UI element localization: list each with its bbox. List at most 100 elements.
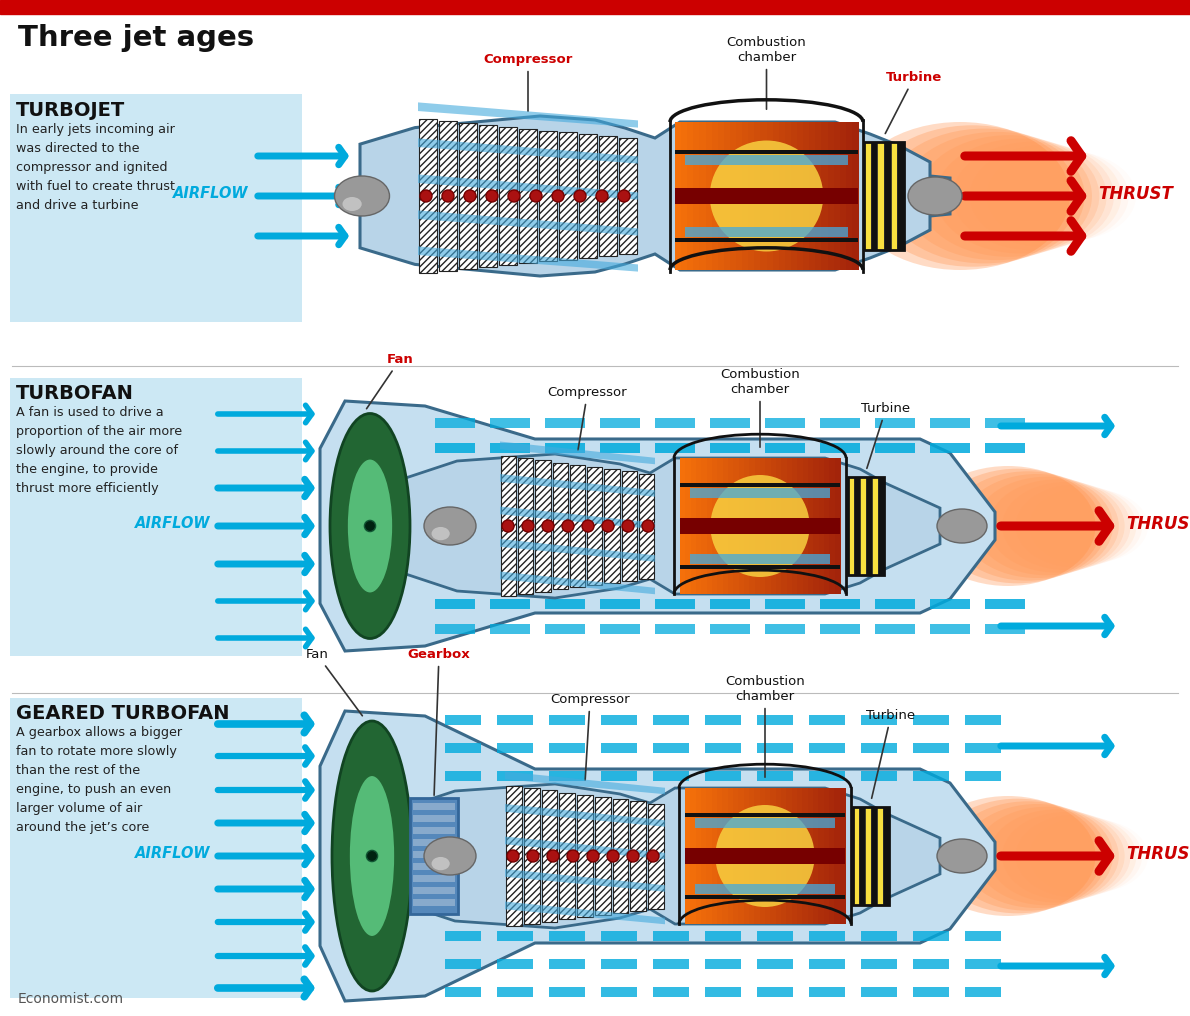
Bar (797, 458, 803, 594)
Bar (675, 122, 682, 270)
Bar (840, 788, 846, 924)
Bar (552, 462, 568, 589)
Bar (710, 418, 750, 428)
Bar (797, 788, 803, 924)
Bar (772, 122, 779, 270)
Bar (765, 418, 804, 428)
Bar (595, 797, 610, 915)
Ellipse shape (486, 190, 497, 202)
Bar (681, 122, 688, 270)
Bar (765, 443, 804, 453)
Bar (878, 477, 884, 575)
Bar (913, 743, 948, 753)
Bar (519, 129, 537, 263)
Bar (701, 788, 707, 924)
Polygon shape (500, 507, 654, 529)
Bar (862, 715, 897, 725)
Bar (601, 931, 637, 941)
Bar (706, 122, 713, 270)
Bar (809, 122, 816, 270)
Bar (518, 458, 533, 593)
Ellipse shape (709, 140, 823, 252)
Bar (965, 987, 1001, 997)
Text: THRUST: THRUST (1098, 185, 1173, 203)
Bar (776, 458, 782, 594)
Bar (445, 715, 481, 725)
Bar (653, 771, 689, 781)
Ellipse shape (921, 466, 1096, 586)
Bar (445, 987, 481, 997)
Bar (601, 959, 637, 969)
Bar (704, 987, 741, 997)
Bar (413, 839, 455, 846)
Bar (866, 477, 872, 575)
Bar (965, 771, 1001, 781)
Ellipse shape (934, 799, 1101, 913)
Bar (897, 142, 904, 250)
Ellipse shape (562, 520, 574, 532)
Bar (679, 484, 840, 488)
Text: Fan: Fan (306, 648, 362, 715)
Bar (653, 931, 689, 941)
Bar (765, 458, 771, 594)
Bar (696, 458, 702, 594)
Polygon shape (418, 247, 638, 271)
Ellipse shape (1029, 488, 1142, 565)
Ellipse shape (574, 190, 585, 202)
Bar (707, 788, 713, 924)
Polygon shape (505, 836, 665, 860)
Bar (459, 123, 477, 269)
Ellipse shape (552, 190, 564, 202)
Bar (549, 987, 585, 997)
Text: Compressor: Compressor (483, 53, 572, 111)
Ellipse shape (908, 177, 962, 215)
Bar (766, 122, 774, 270)
Bar (710, 624, 750, 634)
Ellipse shape (346, 458, 393, 593)
Polygon shape (400, 784, 940, 928)
Bar (757, 959, 793, 969)
Ellipse shape (975, 807, 1119, 905)
Bar (803, 458, 809, 594)
Ellipse shape (602, 520, 614, 532)
Bar (524, 788, 539, 924)
Text: Turbine: Turbine (866, 709, 915, 799)
Bar (759, 788, 766, 924)
Ellipse shape (850, 122, 1070, 270)
Bar (704, 931, 741, 941)
Bar (439, 121, 457, 271)
Bar (587, 467, 602, 585)
Text: AIRFLOW: AIRFLOW (134, 846, 209, 862)
Bar (675, 239, 858, 243)
Bar (549, 931, 585, 941)
Bar (577, 795, 593, 917)
Bar (700, 122, 707, 270)
Bar (859, 807, 865, 905)
Bar (601, 743, 637, 753)
Ellipse shape (508, 190, 520, 202)
Text: Gearbox: Gearbox (408, 648, 470, 796)
Polygon shape (505, 901, 665, 925)
Bar (846, 122, 853, 270)
Polygon shape (500, 539, 654, 562)
Ellipse shape (1002, 812, 1130, 900)
Bar (809, 771, 845, 781)
Bar (754, 788, 760, 924)
Text: Combustion
chamber: Combustion chamber (727, 36, 807, 110)
Bar (840, 122, 847, 270)
Bar (718, 458, 724, 594)
Bar (729, 122, 737, 270)
Bar (718, 122, 725, 270)
Bar (770, 788, 777, 924)
Ellipse shape (432, 527, 450, 541)
Bar (419, 119, 437, 273)
Ellipse shape (502, 520, 514, 532)
Bar (549, 743, 585, 753)
Bar (823, 458, 831, 594)
Bar (690, 554, 829, 564)
Bar (712, 788, 718, 924)
Bar (10, 378, 302, 656)
Ellipse shape (622, 520, 634, 532)
Bar (864, 142, 904, 250)
Bar (411, 798, 458, 914)
